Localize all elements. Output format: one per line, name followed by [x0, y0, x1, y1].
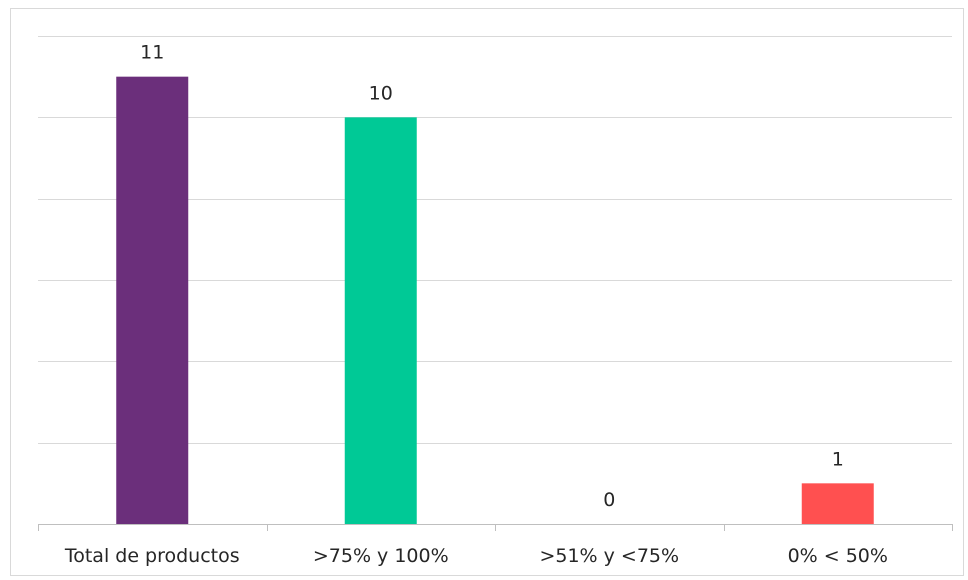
- bar-0: [116, 76, 189, 525]
- gridlines: [38, 36, 952, 444]
- data-labels: 11 10 0 1: [140, 42, 844, 511]
- category-label-2: >51% y <75%: [539, 545, 679, 567]
- category-label-1: >75% y 100%: [313, 545, 449, 567]
- bar-1: [344, 117, 417, 524]
- data-label-0: 11: [140, 42, 164, 64]
- category-label-0: Total de productos: [64, 545, 240, 567]
- data-label-3: 1: [832, 448, 844, 470]
- category-labels: Total de productos >75% y 100% >51% y <75%…: [64, 545, 888, 567]
- bars: [116, 76, 874, 525]
- data-label-1: 10: [369, 82, 393, 104]
- category-label-3: 0% < 50%: [788, 545, 888, 567]
- bar-3: [801, 483, 874, 524]
- x-axis: [38, 524, 953, 531]
- data-label-2: 0: [603, 489, 615, 511]
